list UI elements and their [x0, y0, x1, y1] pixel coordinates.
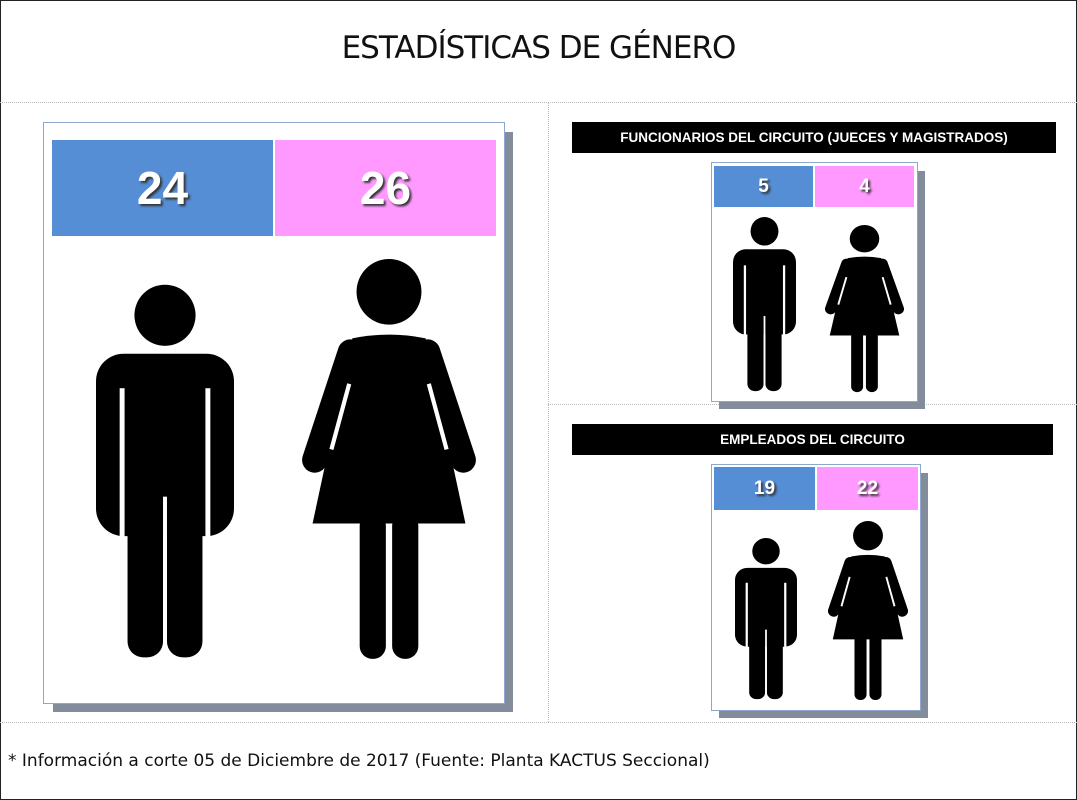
footnote: * Información a corte 05 de Diciembre de… [8, 751, 710, 771]
man-icon [735, 538, 797, 700]
man-icon [733, 217, 796, 392]
woman-icon [300, 259, 478, 661]
empleados-header: EMPLEADOS DEL CIRCUITO [572, 424, 1053, 455]
empleados-men-count: 19 [714, 467, 815, 510]
divider [548, 102, 549, 722]
total-men-count: 24 [52, 140, 273, 236]
funcionarios-women-count: 4 [815, 166, 914, 207]
page-title: ESTADÍSTICAS DE GÉNERO [341, 30, 737, 66]
woman-icon [824, 225, 905, 393]
total-women-count: 26 [275, 140, 496, 236]
man-icon [96, 284, 234, 658]
funcionarios-header: FUNCIONARIOS DEL CIRCUITO (JUECES Y MAGI… [572, 122, 1056, 153]
divider [0, 102, 1077, 103]
funcionarios-men-count: 5 [714, 166, 813, 207]
woman-icon [827, 521, 909, 701]
divider [0, 722, 1077, 723]
empleados-women-count: 22 [817, 467, 918, 510]
